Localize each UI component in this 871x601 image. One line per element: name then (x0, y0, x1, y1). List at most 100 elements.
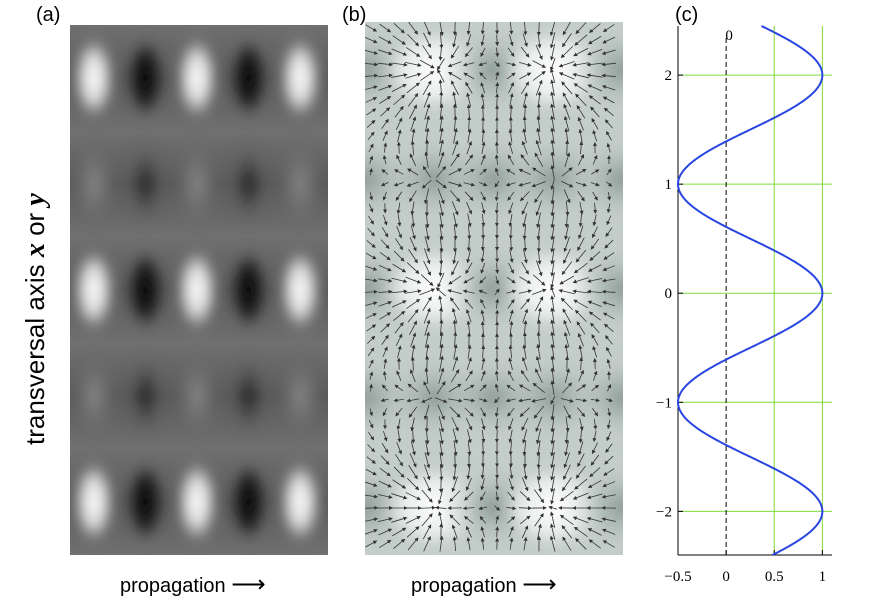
field-arrow (453, 212, 458, 228)
y-tick-label: −2 (656, 504, 672, 520)
field-arrow (520, 46, 530, 58)
field-arrow (519, 61, 532, 67)
heatmap-cell-1-4 (278, 139, 322, 229)
field-arrow (410, 441, 416, 456)
field-arrow (606, 215, 612, 226)
field-arrow (395, 407, 403, 417)
field-arrow (531, 288, 547, 295)
field-arrow (573, 47, 589, 57)
heatmap-cell-0-4 (278, 33, 322, 123)
field-arrow (550, 272, 555, 289)
field-arrow (409, 190, 417, 203)
field-arrow (587, 278, 603, 283)
field-arrow (437, 58, 445, 71)
field-arrow (509, 320, 514, 335)
field-arrow (607, 192, 612, 201)
field-arrow (365, 49, 379, 55)
field-arrow (494, 418, 499, 431)
field-arrow (506, 169, 516, 175)
field-arrow (365, 73, 379, 78)
field-arrow (586, 493, 603, 500)
field-arrow (518, 182, 532, 187)
field-arrow (369, 383, 374, 392)
field-arrow (420, 274, 434, 287)
field-arrow (381, 443, 389, 454)
field-arrow (532, 60, 547, 68)
field-arrow (366, 108, 377, 116)
field-arrow (411, 213, 416, 228)
field-arrow (604, 239, 614, 249)
field-arrow (603, 252, 615, 260)
field-arrow (509, 237, 514, 252)
field-arrow (508, 128, 513, 143)
field-arrow (532, 274, 546, 286)
field-arrow (480, 82, 486, 94)
field-arrow (559, 514, 574, 526)
field-arrow (592, 214, 597, 227)
field-arrow (591, 334, 599, 346)
field-arrow (577, 332, 584, 347)
field-arrow (423, 32, 431, 48)
field-arrow (465, 370, 473, 382)
field-arrow (410, 140, 415, 155)
heatmap-cell-4-0 (72, 457, 116, 547)
y-label-mid: or (20, 205, 50, 244)
field-arrow (405, 516, 421, 524)
field-arrow (536, 22, 541, 36)
field-arrow (381, 227, 389, 238)
field-arrow (480, 250, 485, 263)
field-arrow (494, 141, 499, 154)
field-arrow (572, 516, 589, 524)
field-arrow (521, 525, 529, 539)
field-arrow (605, 227, 613, 237)
field-arrow (437, 68, 445, 83)
field-arrow (423, 22, 431, 36)
panel-a-xlabel: propagation ⟶ (120, 570, 266, 599)
heatmap-cell-0-1 (123, 33, 168, 123)
field-arrow (480, 309, 485, 322)
field-arrow (393, 310, 406, 321)
field-arrow (602, 312, 615, 320)
field-arrow (396, 442, 402, 455)
field-arrow (369, 371, 374, 380)
field-arrow (368, 215, 374, 225)
field-arrow (606, 346, 612, 357)
field-arrow (564, 368, 570, 384)
field-arrow (505, 398, 516, 403)
field-arrow (577, 407, 586, 418)
field-arrow (573, 262, 588, 274)
field-arrow (378, 84, 393, 91)
field-arrow (405, 276, 422, 284)
field-arrow (405, 72, 422, 79)
field-arrow (494, 167, 499, 176)
field-arrow (382, 191, 387, 201)
field-arrow (572, 492, 589, 500)
field-arrow (383, 358, 388, 369)
field-arrow (508, 429, 513, 444)
field-arrow (522, 440, 527, 456)
field-arrow (479, 168, 487, 176)
field-arrow (535, 79, 543, 96)
field-arrow (396, 418, 401, 431)
field-arrow (381, 334, 389, 345)
field-arrow (578, 213, 583, 228)
field-arrow (550, 440, 555, 457)
panel-b-vector-field (365, 22, 623, 555)
field-arrow (365, 540, 378, 548)
field-arrow (448, 168, 462, 176)
field-arrow (520, 154, 530, 166)
field-arrow (522, 128, 527, 144)
field-arrow (481, 441, 486, 456)
field-arrow (481, 202, 486, 215)
field-arrow (532, 71, 546, 81)
field-arrow (480, 104, 485, 119)
field-arrow (464, 298, 474, 309)
field-arrow (521, 477, 529, 492)
field-arrow (419, 288, 436, 296)
field-arrow (378, 278, 393, 283)
field-arrow (391, 516, 408, 523)
field-arrow (434, 505, 447, 510)
field-arrow (378, 301, 393, 307)
field-arrow (423, 404, 430, 421)
field-arrow (452, 536, 457, 552)
